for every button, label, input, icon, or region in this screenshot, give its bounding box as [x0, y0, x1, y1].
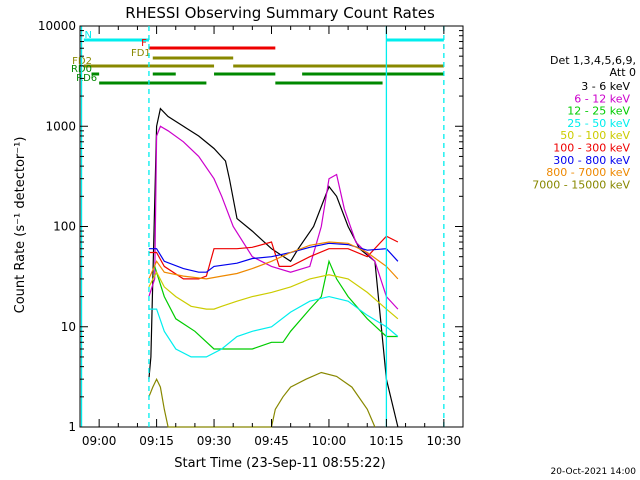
legend-entry-1: 6 - 12 keV: [574, 92, 630, 105]
legend-header: Det 1,3,4,5,6,9,: [550, 54, 636, 67]
flag-label: N: [85, 30, 92, 41]
y-axis-ticks: 1 10 100 1000 10000: [38, 19, 463, 434]
y-tick-label: 1000: [45, 119, 76, 133]
plot-frame: [79, 25, 464, 428]
legend-entry-6: 300 - 800 keV: [553, 154, 630, 167]
x-tick-label: 09:45: [254, 434, 289, 448]
series-line-8: [148, 371, 376, 428]
series-line-0: [148, 107, 399, 428]
y-tick-label: 1: [68, 420, 76, 434]
series-line-2: [154, 259, 398, 350]
x-tick-label: 10:30: [427, 434, 462, 448]
series-line-1: [148, 125, 399, 310]
legend-entry-7: 800 - 7000 keV: [546, 166, 630, 179]
footer-date: 20-Oct-2021 14:00: [551, 467, 637, 477]
chart-title: RHESSI Observing Summary Count Rates: [125, 4, 435, 22]
x-tick-label: 10:00: [312, 434, 347, 448]
legend-entry-0: 3 - 6 keV: [581, 80, 630, 93]
legend-entry-4: 50 - 100 keV: [560, 129, 630, 142]
flag-bars: NFFD1FD2RD0RD6: [71, 30, 444, 85]
legend-entry-3: 25 - 50 keV: [567, 117, 630, 130]
flag-label: F: [141, 38, 147, 49]
y-tick-label: 10: [61, 320, 76, 334]
x-axis-label: Start Time (23-Sep-11 08:55:22): [174, 456, 385, 471]
x-tick-label: 10:15: [369, 434, 404, 448]
series-line-3: [148, 295, 399, 358]
series-line-7: [148, 241, 399, 280]
legend-header: Att 0: [610, 66, 636, 79]
x-axis-ticks: 09:00 09:15 09:30 09:45 10:00 10:15 10:30: [79, 26, 464, 448]
x-tick-label: 09:30: [197, 434, 232, 448]
series-line-5: [148, 235, 399, 280]
flag-label: RD6: [76, 73, 97, 84]
y-tick-label: 10000: [38, 19, 76, 33]
legend-entry-8: 7000 - 15000 keV: [532, 178, 630, 191]
flag-label: FD1: [131, 48, 151, 59]
y-tick-label: 100: [53, 220, 76, 234]
legend-entry-2: 12 - 25 keV: [567, 105, 630, 118]
x-tick-label: 09:15: [139, 434, 174, 448]
legend-entry-5: 100 - 300 keV: [553, 142, 630, 155]
series-line-4: [148, 270, 399, 320]
series-lines: [148, 107, 399, 428]
vertical-markers: [80, 26, 445, 427]
y-axis-label: Count Rate (s⁻¹ detector⁻¹): [13, 137, 28, 314]
x-tick-label: 09:00: [82, 434, 117, 448]
